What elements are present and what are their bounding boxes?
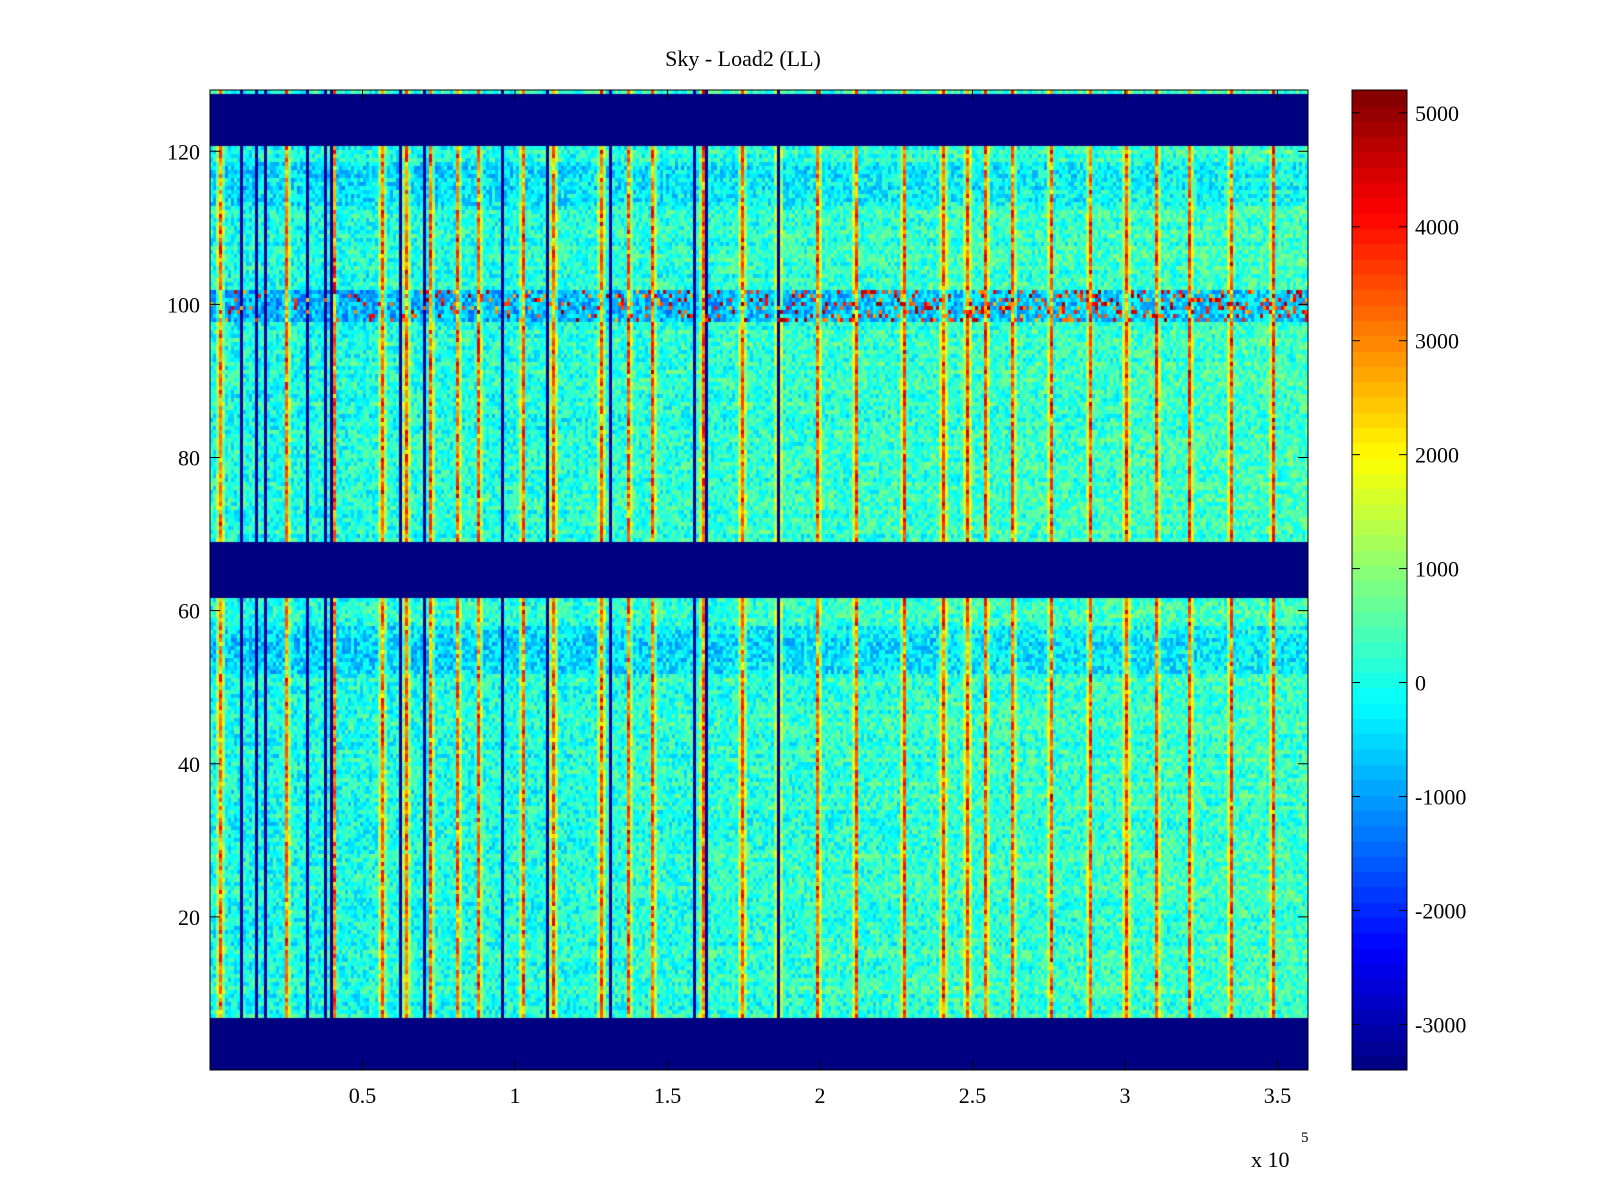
colorbar-ticks: 5000 4000 3000 2000 1000 0 -1000 -2000 -3000 — [1352, 101, 1466, 1037]
colorbar-tick-label: 4000 — [1415, 215, 1459, 240]
x-tick-label: 2 — [815, 1083, 826, 1108]
heatmap-image — [210, 90, 1308, 1070]
x-multiplier-base: x 10 — [1251, 1147, 1290, 1172]
x-tick-label: 3.5 — [1264, 1083, 1292, 1108]
colorbar: 5000 4000 3000 2000 1000 0 -1000 -2000 -3000 — [1351, 89, 1466, 1071]
colorbar-tick-label: -1000 — [1415, 785, 1466, 810]
colorbar-tick-label: 1000 — [1415, 557, 1459, 582]
x-axis: 0.5 1 1.5 2 2.5 3 3.5 — [349, 90, 1292, 1108]
y-tick-label: 120 — [167, 139, 200, 164]
x-tick-label: 2.5 — [959, 1083, 987, 1108]
x-tick-label: 1 — [510, 1083, 521, 1108]
y-tick-label: 80 — [178, 446, 200, 471]
colorbar-frame — [1351, 89, 1408, 1071]
plot-frame — [209, 89, 1309, 1071]
x-tick-label: 1.5 — [654, 1083, 682, 1108]
y-tick-label: 100 — [167, 292, 200, 317]
heatmap-plot-area — [209, 89, 1309, 1071]
y-tick-label: 60 — [178, 599, 200, 624]
x-tick-label: 3 — [1120, 1083, 1131, 1108]
colorbar-tick-label: -3000 — [1415, 1012, 1466, 1037]
y-tick-label: 20 — [178, 905, 200, 930]
chart-title: Sky - Load2 (LL) — [665, 46, 821, 71]
colorbar-tick-label: 0 — [1415, 671, 1426, 696]
colorbar-gradient — [1352, 90, 1407, 1070]
colorbar-tick-label: -2000 — [1415, 898, 1466, 923]
x-tick-label: 0.5 — [349, 1083, 377, 1108]
x-multiplier-exponent: 5 — [1301, 1130, 1309, 1146]
colorbar-tick-label: 5000 — [1415, 101, 1459, 126]
y-axis: 20 40 60 80 100 120 — [167, 139, 1308, 930]
colorbar-tick-label: 2000 — [1415, 443, 1459, 468]
y-tick-label: 40 — [178, 752, 200, 777]
x-axis-multiplier: x 10 5 — [1251, 1130, 1309, 1172]
colorbar-tick-label: 3000 — [1415, 329, 1459, 354]
